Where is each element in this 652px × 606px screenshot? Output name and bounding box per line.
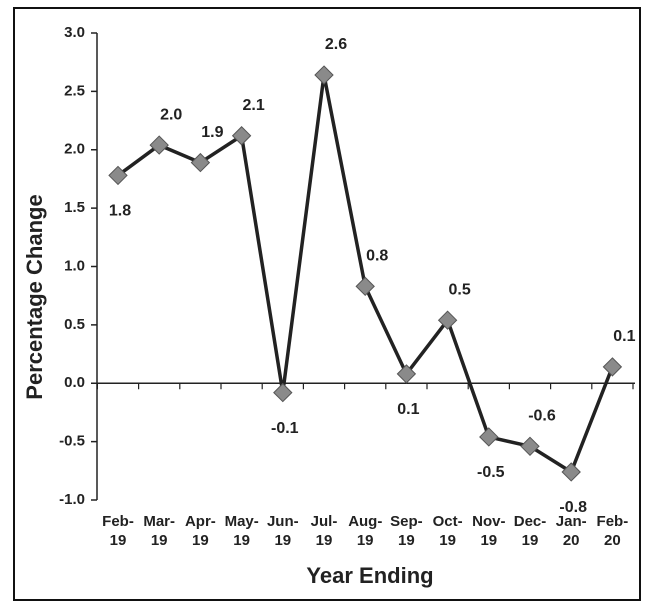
y-axis-title: Percentage Change [22,194,47,399]
data-label: 1.9 [201,124,223,141]
x-axis-title: Year Ending [306,563,433,588]
data-label: -0.6 [528,408,556,425]
marker [273,382,293,403]
data-label: -0.8 [559,499,587,516]
marker [602,357,623,377]
x-tick-label: Nov-19 [472,513,506,549]
marker [190,152,211,173]
frame [13,7,641,601]
data-label: 0.1 [613,328,635,345]
x-tick-label: Oct-19 [432,513,463,549]
marker [396,364,417,384]
y-tick-label: 1.0 [64,257,85,274]
x-tick-label: Feb-20 [596,513,629,549]
marker [108,165,128,186]
marker [561,462,581,482]
data-label: 1.8 [109,203,131,220]
x-tick-label: Sep-19 [390,513,423,549]
x-tick-label: Feb-19 [102,513,134,549]
data-label: 0.5 [448,281,470,298]
data-label: 0.8 [366,248,388,265]
marker [314,65,334,85]
y-tick-label: 0.5 [64,316,85,333]
y-tick-label: -0.5 [59,433,85,450]
data-label: -0.5 [477,464,505,481]
y-tick-label: 2.5 [64,82,85,99]
marker [231,126,252,146]
data-label: -0.1 [271,420,299,437]
x-tick-label: Jul-19 [310,513,338,549]
marker [437,310,458,330]
x-tick-label: Jan-20 [555,513,587,549]
x-tick-label: Aug-19 [348,513,383,549]
y-tick-label: -1.0 [59,491,85,508]
marker [149,135,169,155]
x-tick-label: May-19 [224,513,259,549]
data-label: 2.0 [160,106,182,123]
data-label: 2.1 [242,97,264,114]
y-tick-label: 1.5 [64,199,85,216]
y-tick-label: 3.0 [64,24,85,41]
data-label: 0.1 [397,401,419,418]
marker [479,427,499,447]
y-tick-label: 0.0 [64,374,85,391]
x-tick-label: Dec-19 [513,513,547,549]
x-tick-label: Apr-19 [184,513,216,549]
x-tick-label: Mar-19 [143,513,176,549]
marker [520,436,540,457]
data-label: 2.6 [325,36,347,53]
y-tick-label: 2.0 [64,141,85,158]
marker [355,276,375,297]
x-tick-label: Jun-19 [266,513,299,549]
